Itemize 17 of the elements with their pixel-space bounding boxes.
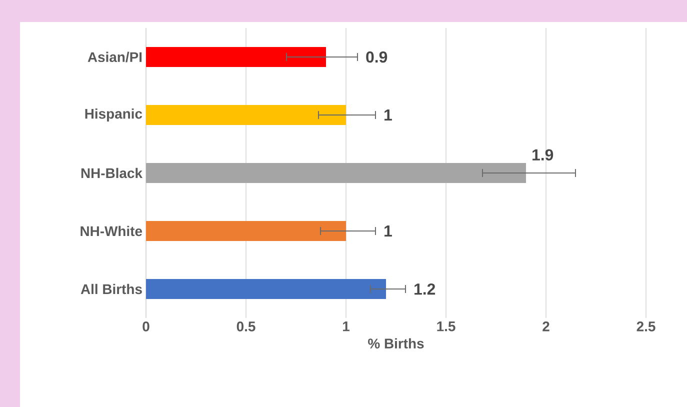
x-tick-label: 1.5 <box>437 322 456 332</box>
x-axis-title: % Births <box>368 338 424 348</box>
data-label: 0.9 <box>366 51 388 63</box>
y-tick-label: Hispanic <box>85 108 142 122</box>
data-label: 1 <box>384 110 392 120</box>
y-tick-label: NH-Black <box>81 168 142 178</box>
x-tick-label: 2.5 <box>636 322 656 332</box>
y-tick-label: Asian/PI <box>88 52 142 62</box>
x-tick-label: 1 <box>343 322 350 332</box>
x-tick-label: 2 <box>542 322 550 332</box>
data-label: 1.9 <box>532 149 554 160</box>
data-label: 1 <box>384 226 392 236</box>
y-tick-label: All Births <box>80 284 142 294</box>
data-label: 1.2 <box>414 283 436 295</box>
y-tick-label: NH-White <box>80 226 142 236</box>
x-tick-label: 0.5 <box>236 322 256 332</box>
x-tick-label: 0 <box>142 322 150 332</box>
